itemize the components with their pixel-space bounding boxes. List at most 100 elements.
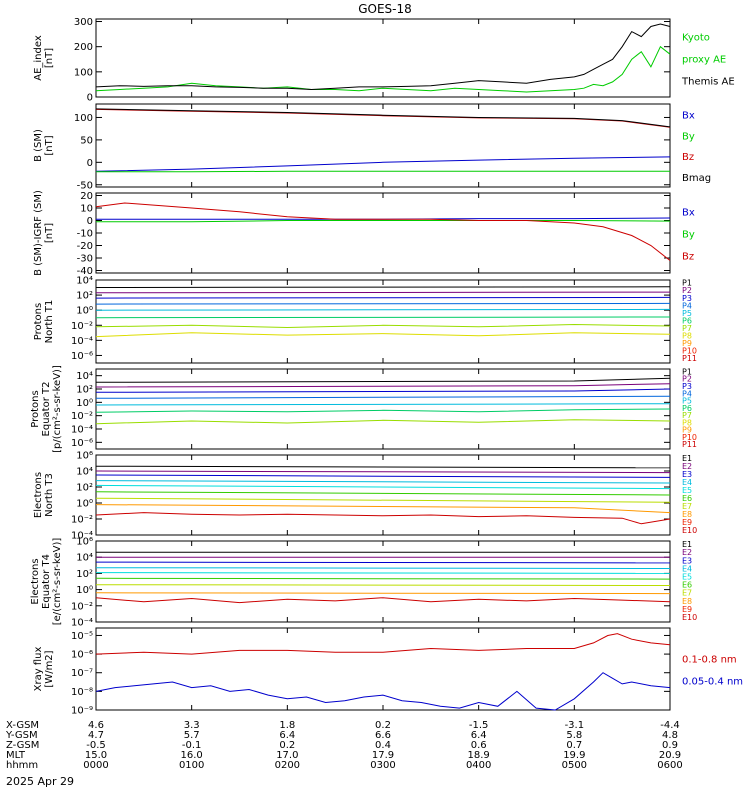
legend-entry: E9 xyxy=(682,518,692,527)
legend-entry: By xyxy=(682,229,695,240)
y-axis-title: Protons xyxy=(30,390,41,427)
series-line xyxy=(95,291,671,294)
y-tick-label: 20 xyxy=(80,191,93,202)
y-axis-title: [e/(cm²-s-sr-keV)] xyxy=(52,538,63,626)
series-line xyxy=(95,419,671,425)
series-line xyxy=(95,308,671,311)
panel-2: -50 0 50 100 B (SM) [nT] Bx By Bz Bmag xyxy=(33,103,711,191)
series-line xyxy=(95,108,671,128)
y-tick-label: 10² xyxy=(76,291,93,302)
legend-entry: Bx xyxy=(682,111,695,122)
y-axis-title: Protons xyxy=(33,303,44,340)
x-tick-label: -4.4 xyxy=(660,720,680,731)
y-tick-label: 10⁻² xyxy=(71,321,93,332)
series-line xyxy=(95,23,671,91)
y-tick-label: 10² xyxy=(76,569,93,580)
panel-4: 10⁻⁶ 10⁻⁴ 10⁻² 10⁰ 10² 10⁴ Protons North T1 P1P2… xyxy=(33,276,697,364)
y-axis-title: North T3 xyxy=(44,473,55,517)
y-tick-label: 10⁻⁴ xyxy=(71,425,93,436)
x-tick-label: 6.6 xyxy=(375,730,391,741)
y-axis-title: Electrons xyxy=(30,558,41,604)
x-tick-label: 18.9 xyxy=(468,750,490,761)
panel-5: 10⁻⁶ 10⁻⁴ 10⁻² 10⁰ 10² 10⁴ Protons Equator T2 [p… xyxy=(30,365,697,453)
x-tick-label: -0.5 xyxy=(86,740,106,751)
legend-entry: Bz xyxy=(682,251,694,262)
legend-entry: E5 xyxy=(682,486,692,495)
panel-frame xyxy=(95,540,671,623)
y-tick-label: 10² xyxy=(76,385,93,396)
legend-entry: E3 xyxy=(682,556,692,565)
x-tick-label: 0000 xyxy=(83,760,108,771)
y-tick-label: 10⁻⁴ xyxy=(71,531,93,542)
series-line xyxy=(95,465,671,469)
x-tick-label: 0.9 xyxy=(662,740,678,751)
series-line xyxy=(95,633,671,655)
panel-frame xyxy=(95,103,671,188)
legend-entry: E4 xyxy=(682,478,692,487)
x-tick-label: 0500 xyxy=(562,760,587,771)
legend-entry: P6 xyxy=(682,316,692,325)
y-tick-label: 10⁶ xyxy=(76,451,93,462)
legend-entry: 0.1-0.8 nm xyxy=(682,654,737,665)
legend-entry: E4 xyxy=(682,564,692,573)
x-tick-label: 0.4 xyxy=(375,740,391,751)
series-line xyxy=(95,672,671,711)
series-line xyxy=(95,470,671,474)
legend-entry: E6 xyxy=(682,581,692,590)
series-line xyxy=(95,577,671,580)
x-tick-label: 0400 xyxy=(466,760,491,771)
x-tick-label: 19.9 xyxy=(563,750,585,761)
x-row-label: MLT xyxy=(6,750,26,761)
y-tick-label: 300 xyxy=(74,17,93,28)
plot-title: GOES-18 xyxy=(358,2,412,16)
series-line xyxy=(95,395,671,399)
panel-3: -40-30 -20-10 010 20 B (SM)-IGRF (SM) [nT] Bx B… xyxy=(33,190,695,277)
series-line xyxy=(95,323,671,329)
x-tick-label: -1.5 xyxy=(469,720,489,731)
y-tick-label: 100 xyxy=(74,113,93,124)
x-tick-label: 6.4 xyxy=(471,730,487,741)
legend-entry: E1 xyxy=(682,540,692,549)
series-line xyxy=(95,296,671,299)
panel-frame xyxy=(95,627,671,711)
series-line xyxy=(95,388,671,393)
y-tick-label: 0 xyxy=(87,216,93,227)
legend-entry: P4 xyxy=(682,389,692,398)
x-tick-label: 15.0 xyxy=(85,750,107,761)
y-axis-title: Electrons xyxy=(33,472,44,518)
y-tick-label: -20 xyxy=(77,241,93,252)
x-tick-label: 0.2 xyxy=(279,740,295,751)
series-line xyxy=(95,474,671,478)
panel-7: 10⁻⁴ 10⁻² 10⁰ 10² 10⁴ 10⁶ Electrons Equator T4[… xyxy=(30,537,697,629)
y-tick-label: 10⁰ xyxy=(76,306,93,317)
y-tick-label: 10⁻² xyxy=(71,411,93,422)
x-row-label: Y-GSM xyxy=(5,730,38,741)
legend-entry: proxy AE xyxy=(682,54,726,65)
series-line xyxy=(95,302,671,305)
y-axis-title: [nT] xyxy=(44,135,55,155)
series-line xyxy=(95,504,671,514)
series-line xyxy=(95,561,671,564)
x-tick-label: 0300 xyxy=(370,760,395,771)
x-tick-label: 0.6 xyxy=(471,740,487,751)
legend-entry: P10 xyxy=(682,433,697,442)
x-row-label: X-GSM xyxy=(6,720,39,731)
y-tick-label: -50 xyxy=(77,180,93,191)
series-line xyxy=(95,408,671,413)
y-tick-label: 0 xyxy=(87,158,93,169)
y-tick-label: 10⁻⁵ xyxy=(71,631,93,642)
y-tick-label: 10⁻⁶ xyxy=(71,351,93,362)
legend-entry: P1 xyxy=(682,367,692,376)
y-tick-label: 200 xyxy=(74,42,93,53)
legend-entry: By xyxy=(682,131,695,142)
legend-entry: E7 xyxy=(682,589,692,598)
y-axis-title: [nT] xyxy=(44,223,55,243)
legend-entry: E2 xyxy=(682,548,692,557)
y-tick-label: 100 xyxy=(74,67,93,78)
x-tick-label: 3.3 xyxy=(184,720,200,731)
y-tick-label: 0 xyxy=(87,93,93,104)
legend-entry: E8 xyxy=(682,597,692,606)
y-tick-label: 10⁻² xyxy=(71,601,93,612)
